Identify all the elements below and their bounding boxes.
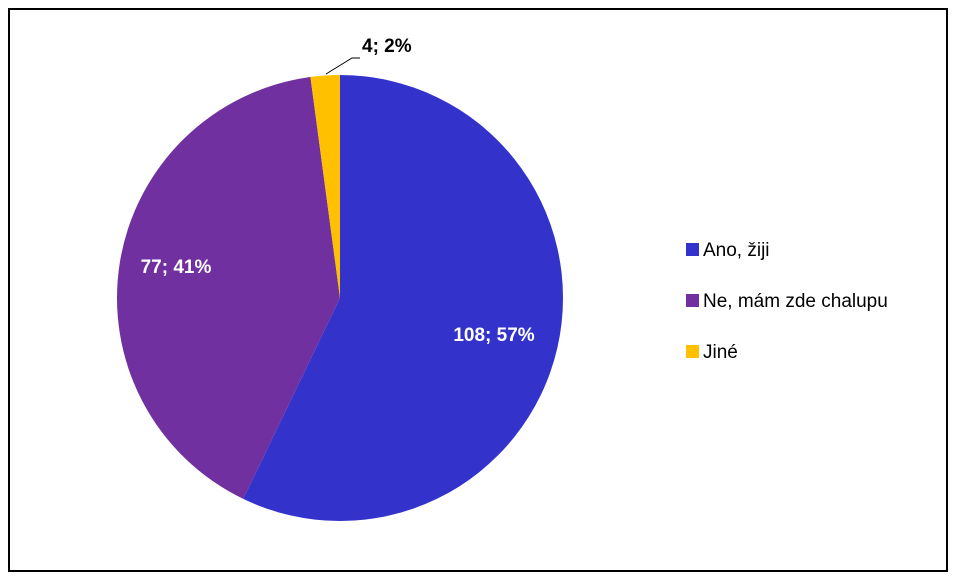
legend-swatch-ano-ziji [686,243,699,256]
pie-slice-ne-mam-zde-chalupu [117,76,341,499]
legend-swatch-ne-mam-zde-chalupu [686,294,699,307]
legend-label-ano-ziji: Ano, žiji [703,240,770,261]
pie-slice-jine [310,75,340,298]
legend: Ano, žiji Ne, mám zde chalupu Jiné [686,240,888,363]
legend-swatch-jine [686,345,699,358]
legend-label-ne-mam-zde-chalupu: Ne, mám zde chalupu [703,291,888,312]
data-label-jine: 4; 2% [362,36,412,57]
data-label-ano-ziji: 108; 57% [453,325,534,346]
pie-slice-ano-ziji [243,75,563,521]
leader-lines [325,57,360,75]
pie-slices [117,75,563,521]
data-labels: 108; 57% 77; 41% 4; 2% [141,36,535,346]
data-label-ne-mam-zde-chalupu: 77; 41% [141,257,212,278]
leader-line-jine [325,57,360,75]
legend-label-jine: Jiné [703,342,738,363]
